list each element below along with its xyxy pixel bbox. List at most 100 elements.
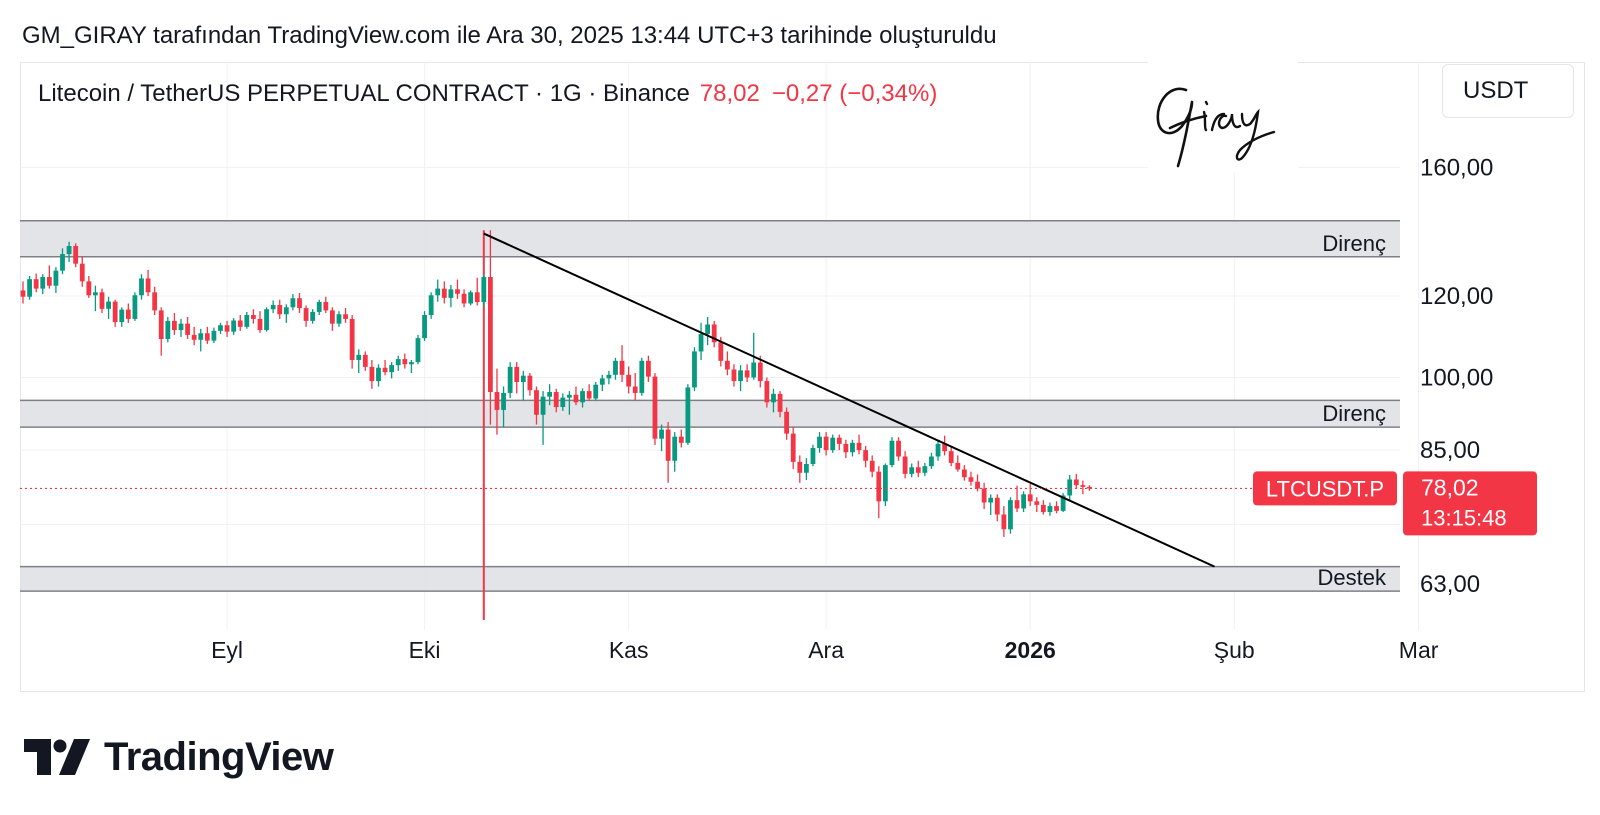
candle-down (487, 230, 493, 425)
candle-down (79, 256, 85, 287)
candle-up (929, 452, 934, 469)
candle-body (395, 359, 401, 366)
candle-up (698, 322, 704, 360)
x-tick-label: Eyl (211, 637, 243, 663)
countdown-label: 13:15:48 (1421, 505, 1507, 530)
candle-body (198, 333, 204, 340)
candle-body (869, 460, 875, 472)
candle-up (139, 274, 144, 300)
candle-body (1067, 479, 1073, 496)
symbol-title: Litecoin / TetherUS PERPETUAL CONTRACT ·… (38, 80, 690, 107)
candle-down (1014, 485, 1020, 513)
candle-body (580, 391, 585, 403)
candle-body (744, 370, 750, 378)
candle-body (362, 354, 368, 367)
candle-down (876, 466, 882, 519)
candle-body (573, 394, 579, 403)
candle-up (830, 434, 836, 453)
candle-down (856, 434, 862, 455)
support-resistance-zones: Direnç Direnç Destek (20, 220, 1400, 592)
candle-down (191, 326, 197, 346)
candle-body (659, 429, 664, 439)
currency-selector[interactable]: USDT (1442, 64, 1574, 118)
candle-body (810, 448, 816, 465)
candle-body (902, 456, 908, 474)
candle-up (988, 494, 994, 516)
candles (20, 230, 1092, 537)
candle-down (968, 471, 974, 486)
candle-down (1087, 485, 1092, 491)
candle-body (224, 325, 230, 332)
candle-body (178, 323, 184, 331)
candle-up (672, 432, 678, 472)
candle-body (882, 465, 888, 502)
candle-body (297, 298, 302, 309)
candle-down (1034, 497, 1040, 513)
candle-down (224, 320, 230, 337)
candle-down (981, 482, 987, 510)
candle-down (652, 373, 658, 445)
candle-body (994, 497, 1000, 515)
candle-body (1087, 486, 1092, 489)
candle-body (560, 397, 566, 408)
x-tick-label: Eki (409, 637, 441, 663)
candle-up (468, 290, 474, 306)
candle-body (1001, 514, 1007, 530)
candle-down (86, 275, 92, 298)
candle-down (527, 373, 533, 396)
candle-up (106, 296, 111, 319)
candle-body (125, 309, 131, 319)
candle-body (823, 436, 829, 451)
candle-body (520, 375, 526, 382)
candle-down (678, 429, 684, 448)
candle-body (942, 443, 948, 452)
candle-down (731, 364, 737, 387)
candle-up (1047, 502, 1053, 516)
candle-body (1073, 479, 1079, 486)
candle-down (955, 455, 961, 472)
candle-body (935, 443, 941, 457)
candle-up (389, 362, 395, 379)
candle-down (757, 355, 763, 388)
candle-body (711, 324, 717, 343)
candle-down (942, 435, 948, 456)
candle-down (402, 353, 408, 369)
candle-down (297, 293, 302, 314)
x-tick-label: Kas (609, 637, 649, 663)
candle-down (125, 303, 131, 323)
candle-body (349, 318, 355, 360)
candle-body (619, 360, 625, 375)
candle-body (803, 464, 809, 473)
candle-down (553, 388, 559, 413)
candle-body (86, 281, 92, 296)
candle-up (1060, 493, 1066, 513)
brand-wordmark: TradingView (104, 734, 334, 779)
candle-body (797, 461, 803, 473)
candle-body (639, 360, 645, 393)
candle-down (902, 451, 908, 479)
candle-down (343, 308, 348, 323)
candle-down (474, 277, 480, 306)
candle-down (645, 355, 651, 382)
candle-body (415, 338, 421, 363)
last-price-marker: LTCUSDT.P 78,02 13:15:48 (20, 471, 1537, 536)
candle-down (251, 309, 256, 324)
candle-body (566, 394, 572, 398)
ticker-label-box (1253, 471, 1397, 506)
candle-body (172, 320, 177, 331)
candle-body (975, 481, 980, 489)
candle-body (461, 293, 467, 304)
candle-up (692, 347, 697, 392)
candle-down (1073, 473, 1079, 489)
candle-body (764, 381, 770, 403)
candle-body (922, 466, 928, 473)
candle-body (422, 315, 427, 339)
candle-body (645, 360, 651, 377)
price-label-box (1403, 471, 1537, 536)
candle-body (672, 436, 678, 461)
y-tick-label: 100,00 (1420, 364, 1493, 391)
candle-body (1027, 494, 1033, 502)
candle-up (705, 316, 711, 346)
candle-body (698, 334, 704, 352)
